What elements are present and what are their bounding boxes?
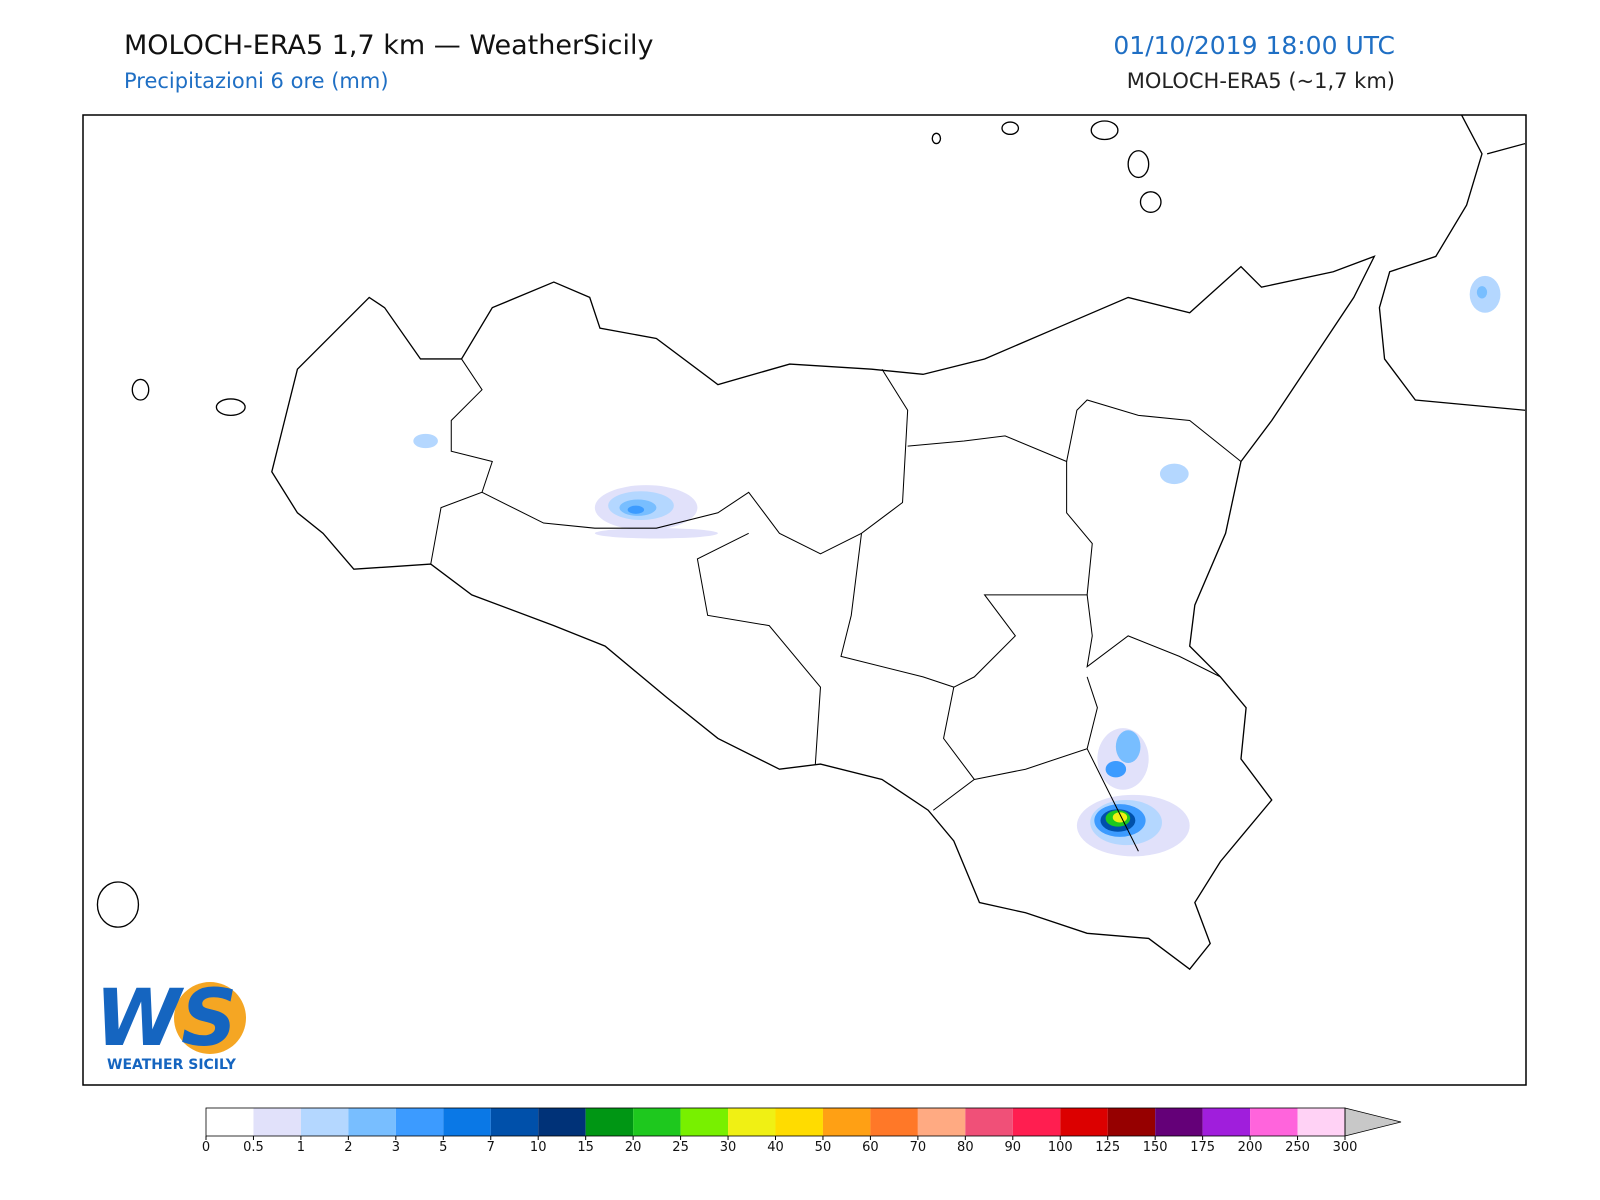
colorbar-swatch (585, 1108, 634, 1136)
title: MOLOCH-ERA5 1,7 km — WeatherSicily (124, 30, 654, 61)
colorbar-extend (1344, 1107, 1402, 1137)
colorbar-tick-label: 175 (1190, 1140, 1215, 1155)
colorbar-tick-label: 10 (530, 1140, 547, 1155)
colorbar-swatch (253, 1108, 301, 1136)
logo-name: WEATHER SICILY (107, 1057, 237, 1073)
colorbar-swatch (1250, 1108, 1298, 1136)
colorbar-tick-label: 0.5 (243, 1140, 264, 1155)
colorbar-tick-label: 25 (672, 1140, 689, 1155)
colorbar-swatch (1107, 1108, 1156, 1136)
colorbar-tick-label: 50 (815, 1140, 832, 1155)
colorbar-tick-label: 1 (297, 1140, 305, 1155)
colorbar-swatch (1012, 1108, 1061, 1136)
colorbar-swatch (538, 1108, 586, 1136)
map-frame (82, 114, 1527, 1086)
colorbar-tick-label: 150 (1143, 1140, 1168, 1155)
colorbar-tick-label: 70 (910, 1140, 927, 1155)
colorbar-tick-label: 125 (1095, 1140, 1120, 1155)
colorbar-swatch (300, 1108, 349, 1136)
map (96, 114, 1526, 971)
model: MOLOCH-ERA5 (~1,7 km) (1127, 69, 1395, 93)
colorbar-swatch (1202, 1108, 1251, 1136)
colorbar-swatch (1155, 1108, 1203, 1136)
colorbar-swatch (633, 1108, 681, 1136)
colorbar-tick-label: 90 (1005, 1140, 1022, 1155)
colorbar-swatch (206, 1108, 254, 1136)
colorbar-swatch (775, 1108, 823, 1136)
logo-sun (174, 982, 246, 1054)
colorbar-swatch (965, 1108, 1013, 1136)
colorbar-swatch (1297, 1108, 1345, 1136)
colorbar-swatch (348, 1108, 396, 1136)
colorbar-tick-label: 7 (487, 1140, 495, 1155)
colorbar-tick-label: 3 (392, 1140, 400, 1155)
subtitle: Precipitazioni 6 ore (mm) (124, 69, 389, 93)
colorbar-tick-label: 100 (1048, 1140, 1073, 1155)
colorbar-tick-label: 80 (957, 1140, 974, 1155)
colorbar-swatch (728, 1108, 776, 1136)
colorbar-swatch (917, 1108, 966, 1136)
colorbar: 0 0.5 1 2 3 5 7 10 15 20 25 30 40 50 60 70 80 90 100 125 150… (202, 1107, 1402, 1155)
date: 01/10/2019 18:00 UTC (1113, 31, 1395, 60)
colorbar-swatch (443, 1108, 491, 1136)
colorbar-swatch (490, 1108, 539, 1136)
colorbar-tick-label: 2 (344, 1140, 352, 1155)
precipitation (413, 275, 1501, 857)
colorbar-tick-label: 0 (202, 1140, 210, 1155)
colorbar-tick-label: 30 (720, 1140, 737, 1155)
colorbar-tick-label: 250 (1285, 1140, 1310, 1155)
colorbar-tick-label: 60 (862, 1140, 879, 1155)
colorbar-tick-label: 5 (439, 1140, 447, 1155)
colorbar-tick-label: 300 (1333, 1140, 1358, 1155)
colorbar-swatch (395, 1108, 444, 1136)
colorbar-tick-label: 200 (1238, 1140, 1263, 1155)
colorbar-tick-label: 15 (577, 1140, 594, 1155)
logo: WS WEATHER SICILY (95, 974, 246, 1073)
colorbar-swatch (870, 1108, 918, 1136)
colorbar-swatch (822, 1108, 871, 1136)
colorbar-swatch (680, 1108, 729, 1136)
colorbar-tick-label: 40 (767, 1140, 784, 1155)
colorbar-swatch (1060, 1108, 1108, 1136)
colorbar-tick-label: 20 (625, 1140, 642, 1155)
logo-mark: WS (95, 974, 237, 1064)
